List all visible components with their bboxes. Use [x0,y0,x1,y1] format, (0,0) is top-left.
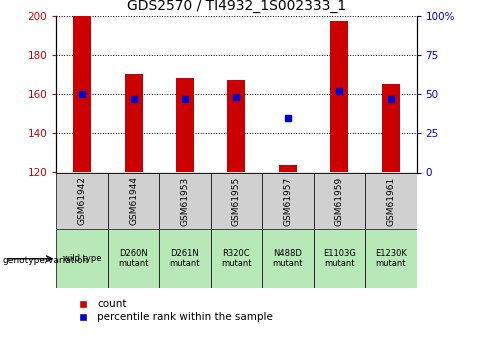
Bar [108,172,159,229]
Text: GSM61959: GSM61959 [335,176,344,226]
Text: E1230K
mutant: E1230K mutant [375,249,407,268]
Bar [73,16,91,172]
Bar [159,172,211,229]
Bar [56,172,108,229]
Bar [211,172,262,229]
Text: R320C
mutant: R320C mutant [221,249,252,268]
Bar [382,84,400,172]
Bar [56,229,108,288]
Bar [314,172,365,229]
Text: GSM61957: GSM61957 [283,176,293,226]
Bar [365,172,416,229]
Bar [159,229,211,288]
Text: N488D
mutant: N488D mutant [272,249,303,268]
Text: wild type: wild type [63,254,101,263]
Legend: count, percentile rank within the sample: count, percentile rank within the sample [69,295,277,326]
Bar [176,78,194,172]
Bar [262,229,314,288]
Bar [279,165,297,172]
Text: genotype/variation: genotype/variation [2,256,89,265]
Bar [330,21,348,172]
Bar [262,172,314,229]
Title: GDS2570 / TI4932_1S002333_1: GDS2570 / TI4932_1S002333_1 [127,0,346,13]
Text: D260N
mutant: D260N mutant [118,249,149,268]
Bar [211,229,262,288]
Bar [227,80,245,172]
Text: E1103G
mutant: E1103G mutant [323,249,356,268]
Text: D261N
mutant: D261N mutant [170,249,200,268]
Text: GSM61944: GSM61944 [129,176,138,226]
Text: GSM61942: GSM61942 [77,176,87,226]
Text: GSM61953: GSM61953 [180,176,190,226]
Bar [108,229,159,288]
Bar [124,75,143,172]
Text: GSM61961: GSM61961 [386,176,395,226]
Bar [365,229,416,288]
Text: GSM61955: GSM61955 [232,176,241,226]
Bar [314,229,365,288]
